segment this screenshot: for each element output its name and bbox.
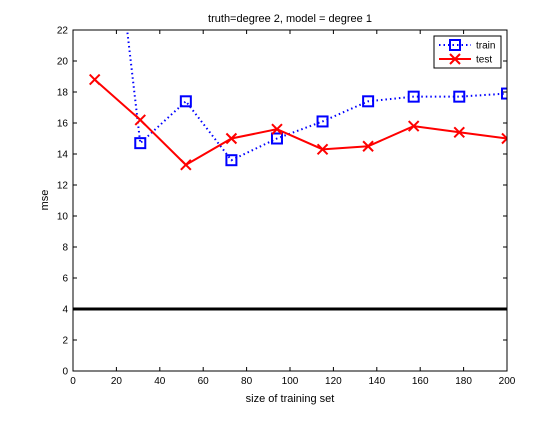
data-point-test [362,140,374,152]
data-point-test [88,73,101,86]
data-point-test [225,132,238,145]
x-tick-label: 140 [368,376,385,387]
x-tick-label: 80 [241,376,253,387]
y-tick-label: 16 [57,119,69,130]
y-tick-label: 22 [57,26,69,37]
legend-marker-test [449,53,461,65]
y-tick-label: 6 [62,274,68,285]
y-tick-label: 10 [57,212,69,223]
data-point-test [453,126,465,139]
data-point-train [407,90,420,103]
legend-label-test: test [476,55,492,66]
y-tick-label: 12 [57,181,69,192]
y-tick-label: 0 [62,367,68,378]
x-tick-label: 60 [198,376,210,387]
y-tick-label: 18 [57,88,69,99]
x-tick-label: 180 [455,376,472,387]
data-point-test [134,114,146,126]
data-point-train [225,154,238,167]
data-point-test [180,159,192,171]
data-point-train [134,137,147,150]
data-point-test [316,143,329,156]
x-tick-label: 40 [154,376,166,387]
data-point-test [271,123,283,135]
data-point-train [501,87,507,100]
data-point-test [407,120,420,132]
legend-marker-train [449,39,461,51]
data-point-train [270,132,283,145]
series-line-test [94,78,507,167]
data-point-test [501,132,507,145]
chart-title: truth=degree 2, model = degree 1 [208,13,372,25]
y-tick-label: 20 [57,57,69,68]
x-axis-label: size of training set [246,393,335,405]
legend-box [433,35,502,69]
x-tick-label: 0 [70,376,76,387]
data-point-train [179,95,192,108]
x-tick-label: 20 [111,376,123,387]
data-point-train [316,115,329,128]
y-tick-label: 2 [62,336,68,347]
y-axis-label: mse [39,190,51,211]
x-tick-label: 120 [325,376,342,387]
y-tick-label: 8 [62,243,68,254]
data-point-train [362,95,375,108]
y-tick-label: 4 [62,305,68,316]
x-tick-label: 160 [412,376,429,387]
plot-area [73,30,507,371]
legend-label-train: train [476,41,495,52]
y-tick-label: 14 [57,150,69,161]
x-tick-label: 100 [282,376,299,387]
legend: train test [433,35,502,69]
x-tick-label: 200 [499,376,516,387]
data-point-train [453,90,466,103]
